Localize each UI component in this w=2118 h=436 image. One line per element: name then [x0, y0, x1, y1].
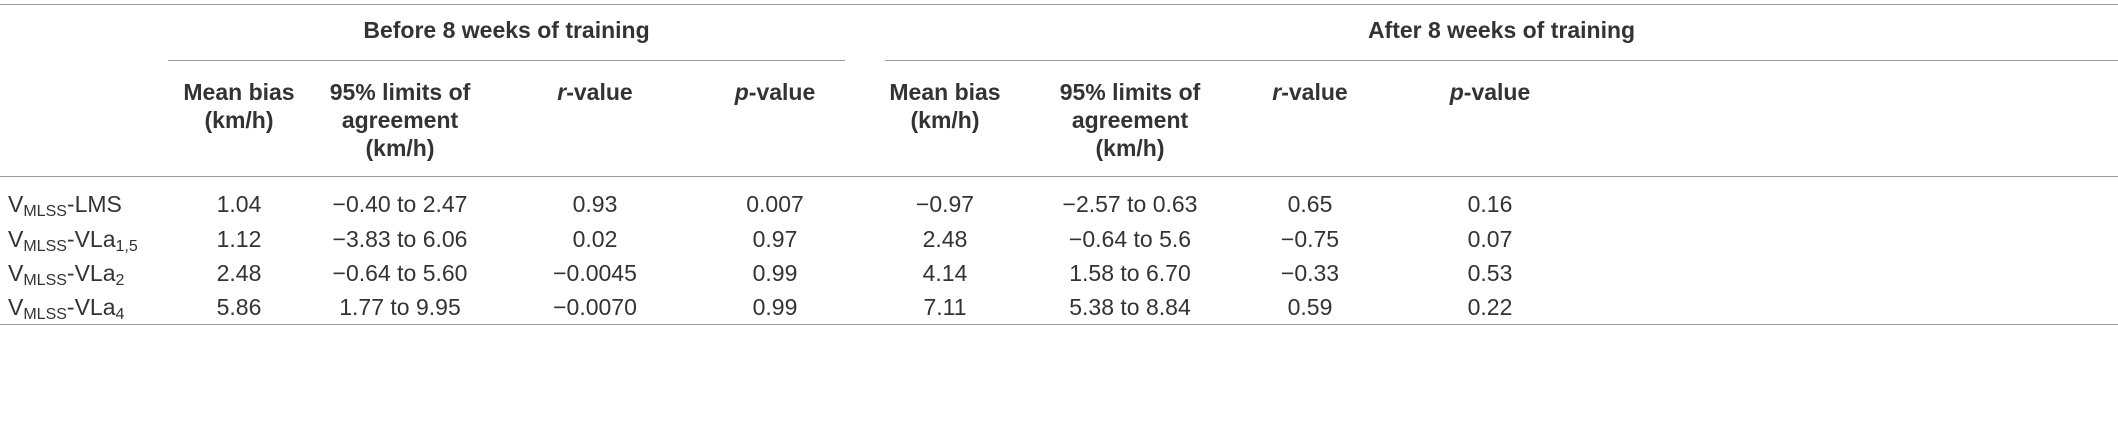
text-run: V: [8, 191, 24, 217]
text-run: Mean bias: [889, 79, 1001, 105]
header-line: Mean bias: [139, 78, 339, 106]
data-cell: −0.64 to 5.60: [332, 260, 468, 286]
text-run: -VLa: [66, 260, 116, 286]
data-cell: 5.86: [216, 294, 262, 320]
header-line: (km/h): [139, 106, 339, 134]
text-run: r: [1272, 79, 1282, 105]
header-line: 95% limits of: [300, 78, 500, 106]
data-cell: −0.33: [1280, 260, 1340, 286]
data-cell: −0.0045: [553, 260, 637, 286]
header-line: (km/h): [845, 106, 1045, 134]
data-cell: 7.11: [923, 294, 967, 320]
text-run: -VLa: [66, 294, 116, 320]
row-label: VMLSS-VLa4: [8, 293, 125, 323]
group-header: Before 8 weeks of training: [363, 17, 650, 43]
data-cell: 0.93: [572, 191, 618, 217]
data-cell: −3.83 to 6.06: [332, 226, 468, 252]
text-run: -VLa: [66, 226, 116, 252]
data-cell: 2.48: [922, 226, 968, 252]
text-run: -LMS: [66, 191, 122, 217]
row-label: VMLSS-VLa1,5: [8, 225, 138, 255]
header-line: 95% limits of: [1030, 78, 1230, 106]
header-line: r-value: [495, 78, 695, 106]
text-run: (km/h): [204, 107, 274, 133]
data-cell: −0.97: [915, 191, 975, 217]
column-header: Mean bias (km/h): [139, 78, 339, 134]
rule-line: [0, 324, 2118, 325]
data-cell: 0.02: [572, 226, 618, 252]
text-run: V: [8, 294, 24, 320]
data-cell: 2.48: [216, 260, 262, 286]
text-run: 95% limits of: [1059, 79, 1201, 105]
header-line: r-value: [1210, 78, 1410, 106]
text-run: -value: [566, 79, 633, 105]
data-cell: 0.97: [752, 226, 798, 252]
text-run: agreement: [1071, 107, 1189, 133]
header-line: Mean bias: [845, 78, 1045, 106]
data-cell: 0.22: [1467, 294, 1513, 320]
data-cell: 0.16: [1467, 191, 1513, 217]
text-run: (km/h): [1095, 135, 1165, 161]
header-line: agreement: [1030, 106, 1230, 134]
data-cell: 4.14: [922, 260, 968, 286]
text-run: -value: [1463, 79, 1531, 105]
data-cell: −0.40 to 2.47: [332, 191, 468, 217]
header-line: (km/h): [1030, 134, 1230, 162]
text-run: (km/h): [910, 107, 980, 133]
header-line: (km/h): [300, 134, 500, 162]
subscript: MLSS: [23, 238, 67, 255]
subscript: MLSS: [23, 306, 67, 323]
text-run: (km/h): [365, 135, 435, 161]
data-cell: 5.38 to 8.84: [1069, 294, 1191, 320]
data-cell: 0.99: [752, 294, 798, 320]
text-run: -value: [748, 79, 816, 105]
rule-line: [885, 60, 2118, 61]
text-run: 95% limits of: [329, 79, 471, 105]
text-run: V: [8, 226, 24, 252]
text-run: Mean bias: [183, 79, 295, 105]
subscript: 1,5: [115, 238, 138, 255]
data-cell: 0.07: [1467, 226, 1513, 252]
header-line: agreement: [300, 106, 500, 134]
data-cell: 0.65: [1287, 191, 1333, 217]
column-header: r-value: [495, 78, 695, 106]
text-run: V: [8, 260, 24, 286]
row-label: VMLSS-LMS: [8, 190, 122, 220]
column-header: 95% limits of agreement (km/h): [300, 78, 500, 162]
text-run: p: [734, 79, 749, 105]
rule-line: [0, 4, 2118, 5]
text-run: agreement: [341, 107, 459, 133]
header-line: p-value: [675, 78, 875, 106]
text-run: -value: [1281, 79, 1348, 105]
header-line: p-value: [1390, 78, 1590, 106]
data-cell: 1.77 to 9.95: [339, 294, 461, 320]
data-cell: 0.59: [1287, 294, 1333, 320]
data-cell: −0.75: [1280, 226, 1340, 252]
data-cell: 1.12: [216, 226, 262, 252]
group-header: After 8 weeks of training: [1367, 17, 1636, 43]
data-cell: −0.64 to 5.6: [1068, 226, 1192, 252]
data-cell: 1.58 to 6.70: [1069, 260, 1191, 286]
data-cell: −2.57 to 0.63: [1062, 191, 1198, 217]
column-header: p-value: [1390, 78, 1590, 106]
column-header: Mean bias (km/h): [845, 78, 1045, 134]
rule-line: [168, 60, 845, 61]
text-run: p: [1449, 79, 1464, 105]
data-cell: 0.99: [752, 260, 798, 286]
subscript: 2: [115, 272, 125, 289]
subscript: MLSS: [23, 203, 67, 220]
subscript: MLSS: [23, 272, 67, 289]
data-cell: 0.53: [1467, 260, 1513, 286]
rule-line: [0, 176, 2118, 177]
row-label: VMLSS-VLa2: [8, 259, 125, 289]
column-header: r-value: [1210, 78, 1410, 106]
text-run: r: [557, 79, 567, 105]
subscript: 4: [115, 306, 125, 323]
data-cell: 0.007: [746, 191, 804, 217]
data-cell: 1.04: [216, 191, 262, 217]
column-header: 95% limits of agreement (km/h): [1030, 78, 1230, 162]
column-header: p-value: [675, 78, 875, 106]
data-cell: −0.0070: [553, 294, 637, 320]
